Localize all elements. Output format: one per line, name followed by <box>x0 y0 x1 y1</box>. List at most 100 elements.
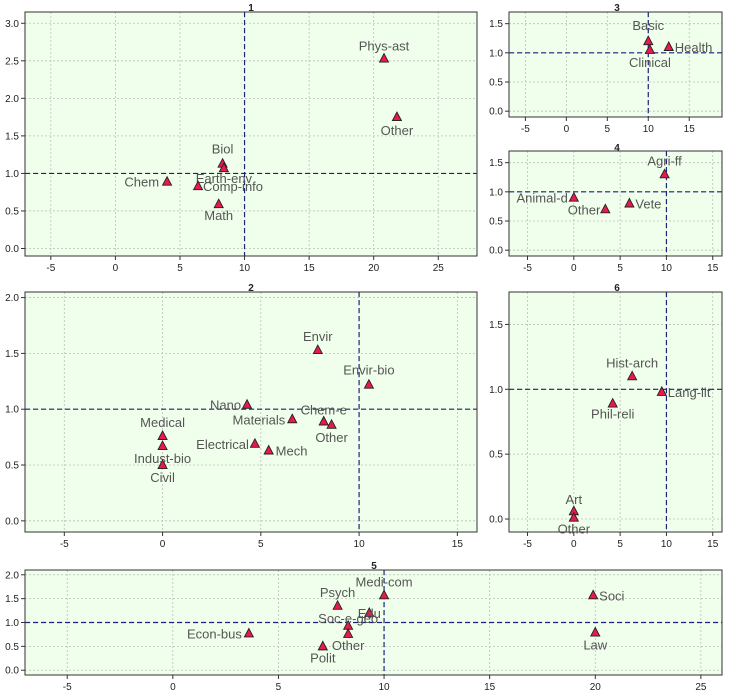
x-tick-label: 0 <box>564 124 570 135</box>
point-label: Econ-bus <box>187 626 242 641</box>
data-point <box>157 459 168 469</box>
x-tick-label: 0 <box>571 263 577 274</box>
x-tick-label: 5 <box>276 682 282 693</box>
x-tick-label: -5 <box>46 263 55 274</box>
point-label: Other <box>558 522 591 537</box>
plot-frame <box>508 291 723 533</box>
data-point <box>218 162 230 173</box>
point-label: Materials <box>233 412 286 427</box>
point-label: Envir <box>303 329 333 344</box>
x-tick-label: 5 <box>258 539 264 550</box>
point-label: Clinical <box>629 55 671 70</box>
point-label: Medi-com <box>356 574 413 589</box>
plot-area <box>509 151 722 256</box>
data-point <box>287 413 298 424</box>
data-point <box>249 437 261 448</box>
data-point <box>213 198 224 209</box>
x-tick-label: 15 <box>707 539 719 550</box>
y-tick-label: 0.5 <box>5 642 19 653</box>
point-label: Comp-info <box>203 179 263 194</box>
y-tick-label: 1.5 <box>5 131 19 142</box>
plot-frame <box>508 150 723 257</box>
data-point <box>663 41 674 51</box>
x-tick-label: 25 <box>433 263 445 274</box>
x-tick-label: -5 <box>60 539 69 550</box>
y-tick-label: 1.0 <box>5 405 19 416</box>
panel-title: 2 <box>248 283 254 294</box>
data-point <box>600 203 611 214</box>
y-tick-label: 1.0 <box>5 169 19 180</box>
y-tick-label: 1.5 <box>5 594 19 605</box>
y-tick-label: 2.0 <box>5 570 19 581</box>
data-point <box>161 175 173 186</box>
point-label: Nano <box>210 398 241 413</box>
y-tick-label: 1.5 <box>489 19 503 30</box>
data-point <box>243 627 255 638</box>
data-point <box>568 511 580 522</box>
panel-5: -5 0 5 10 15 20 25 0.0 0.5 1.0 1.5 2.0 5 Medi-com Soci… <box>5 561 723 693</box>
point-label: Psych <box>320 585 355 600</box>
data-point <box>587 589 599 600</box>
point-label: Basic <box>632 18 664 33</box>
data-point <box>378 589 390 600</box>
plot-frame <box>508 11 723 118</box>
point-label: Mech <box>276 444 308 459</box>
x-tick-label: 15 <box>707 263 719 274</box>
data-point <box>312 344 324 354</box>
y-tick-label: 0.0 <box>5 516 19 527</box>
plot-frame <box>24 291 478 533</box>
y-tick-label: 1.0 <box>489 385 503 396</box>
point-label: Other <box>381 123 414 138</box>
point-label: Animal-d <box>517 191 568 206</box>
y-tick-label: 1.5 <box>489 158 503 169</box>
data-point <box>318 415 329 426</box>
data-point <box>590 626 601 637</box>
point-label: Soci <box>599 588 624 603</box>
point-label: Lang-lit <box>668 385 711 400</box>
data-point <box>364 606 375 617</box>
plot-area <box>509 12 722 117</box>
point-label: Law <box>583 638 607 653</box>
y-tick-label: 1.5 <box>489 320 503 331</box>
y-tick-label: 0.0 <box>489 107 503 118</box>
point-label: Agri-ff <box>647 153 682 168</box>
point-label: Other <box>315 430 348 445</box>
y-tick-label: 0.0 <box>489 515 503 526</box>
x-tick-label: -5 <box>521 124 530 135</box>
point-label: Soc-e-geo <box>318 611 378 626</box>
data-point <box>192 180 204 191</box>
data-point <box>263 444 274 455</box>
point-label: Electrical <box>196 437 249 452</box>
data-point <box>378 52 390 63</box>
x-tick-label: 20 <box>590 682 602 693</box>
plot-area <box>25 12 477 256</box>
x-tick-label: 5 <box>605 124 611 135</box>
x-tick-label: 15 <box>684 124 696 135</box>
x-tick-label: 10 <box>354 539 366 550</box>
x-tick-label: 5 <box>177 263 183 274</box>
point-label: Vete <box>635 197 661 212</box>
data-point <box>317 640 329 651</box>
point-label: Edu <box>358 606 381 621</box>
point-label: Phil-reli <box>591 407 634 422</box>
x-tick-label: 0 <box>113 263 119 274</box>
point-label: Medical <box>140 415 185 430</box>
plot-frame <box>24 11 478 257</box>
x-tick-label: -5 <box>523 263 532 274</box>
data-point <box>391 111 403 122</box>
x-tick-label: 10 <box>239 263 251 274</box>
y-tick-label: 1.5 <box>5 349 19 360</box>
y-tick-label: 0.5 <box>5 206 19 217</box>
panel-title: 5 <box>371 561 377 572</box>
y-tick-label: 2.0 <box>5 94 19 105</box>
data-point <box>643 35 654 46</box>
x-tick-label: 15 <box>452 539 464 550</box>
data-point <box>568 191 580 202</box>
x-tick-label: 10 <box>643 124 655 135</box>
x-tick-label: -5 <box>63 682 72 693</box>
panel-title: 6 <box>614 283 620 294</box>
point-label: Civil <box>150 470 175 485</box>
point-label: Math <box>204 208 233 223</box>
point-label: Chem <box>124 175 159 190</box>
